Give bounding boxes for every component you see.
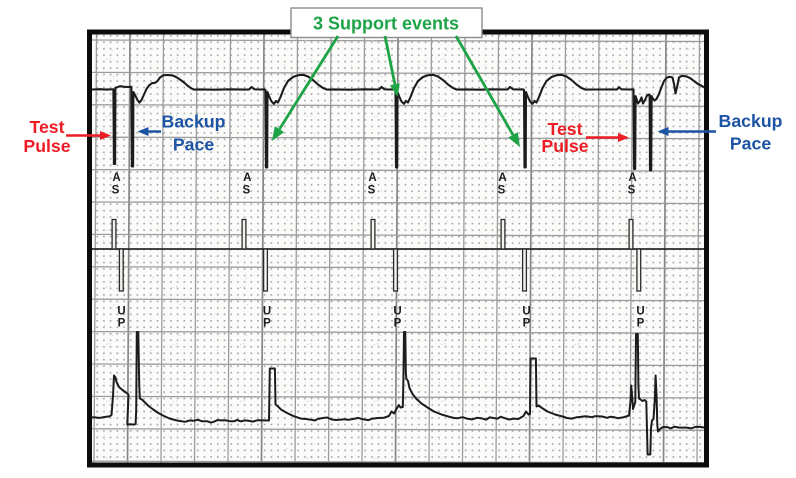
svg-text:U: U	[636, 306, 644, 318]
svg-text:U: U	[522, 306, 530, 318]
svg-text:Backup: Backup	[162, 112, 226, 132]
svg-text:Pulse: Pulse	[541, 136, 588, 156]
svg-text:A: A	[243, 172, 251, 184]
svg-text:S: S	[112, 185, 120, 197]
svg-text:U: U	[263, 306, 271, 318]
svg-text:A: A	[628, 172, 636, 184]
svg-text:S: S	[628, 185, 636, 197]
svg-text:A: A	[112, 172, 120, 184]
svg-text:Pace: Pace	[730, 134, 771, 154]
svg-text:Test: Test	[547, 119, 582, 139]
svg-text:A: A	[368, 172, 376, 184]
svg-text:S: S	[498, 185, 506, 197]
svg-text:Backup: Backup	[719, 111, 783, 131]
svg-text:P: P	[118, 318, 126, 330]
svg-text:P: P	[637, 318, 645, 330]
svg-text:U: U	[117, 306, 125, 318]
svg-text:Test: Test	[29, 117, 64, 137]
svg-text:A: A	[498, 172, 506, 184]
svg-text:3 Support events: 3 Support events	[313, 14, 459, 34]
svg-text:U: U	[393, 306, 401, 318]
svg-text:P: P	[523, 318, 531, 330]
svg-text:P: P	[394, 318, 402, 330]
svg-text:S: S	[242, 185, 250, 197]
svg-text:Pace: Pace	[173, 135, 214, 155]
svg-text:Pulse: Pulse	[23, 136, 70, 156]
svg-text:P: P	[263, 318, 271, 330]
svg-text:S: S	[368, 185, 376, 197]
